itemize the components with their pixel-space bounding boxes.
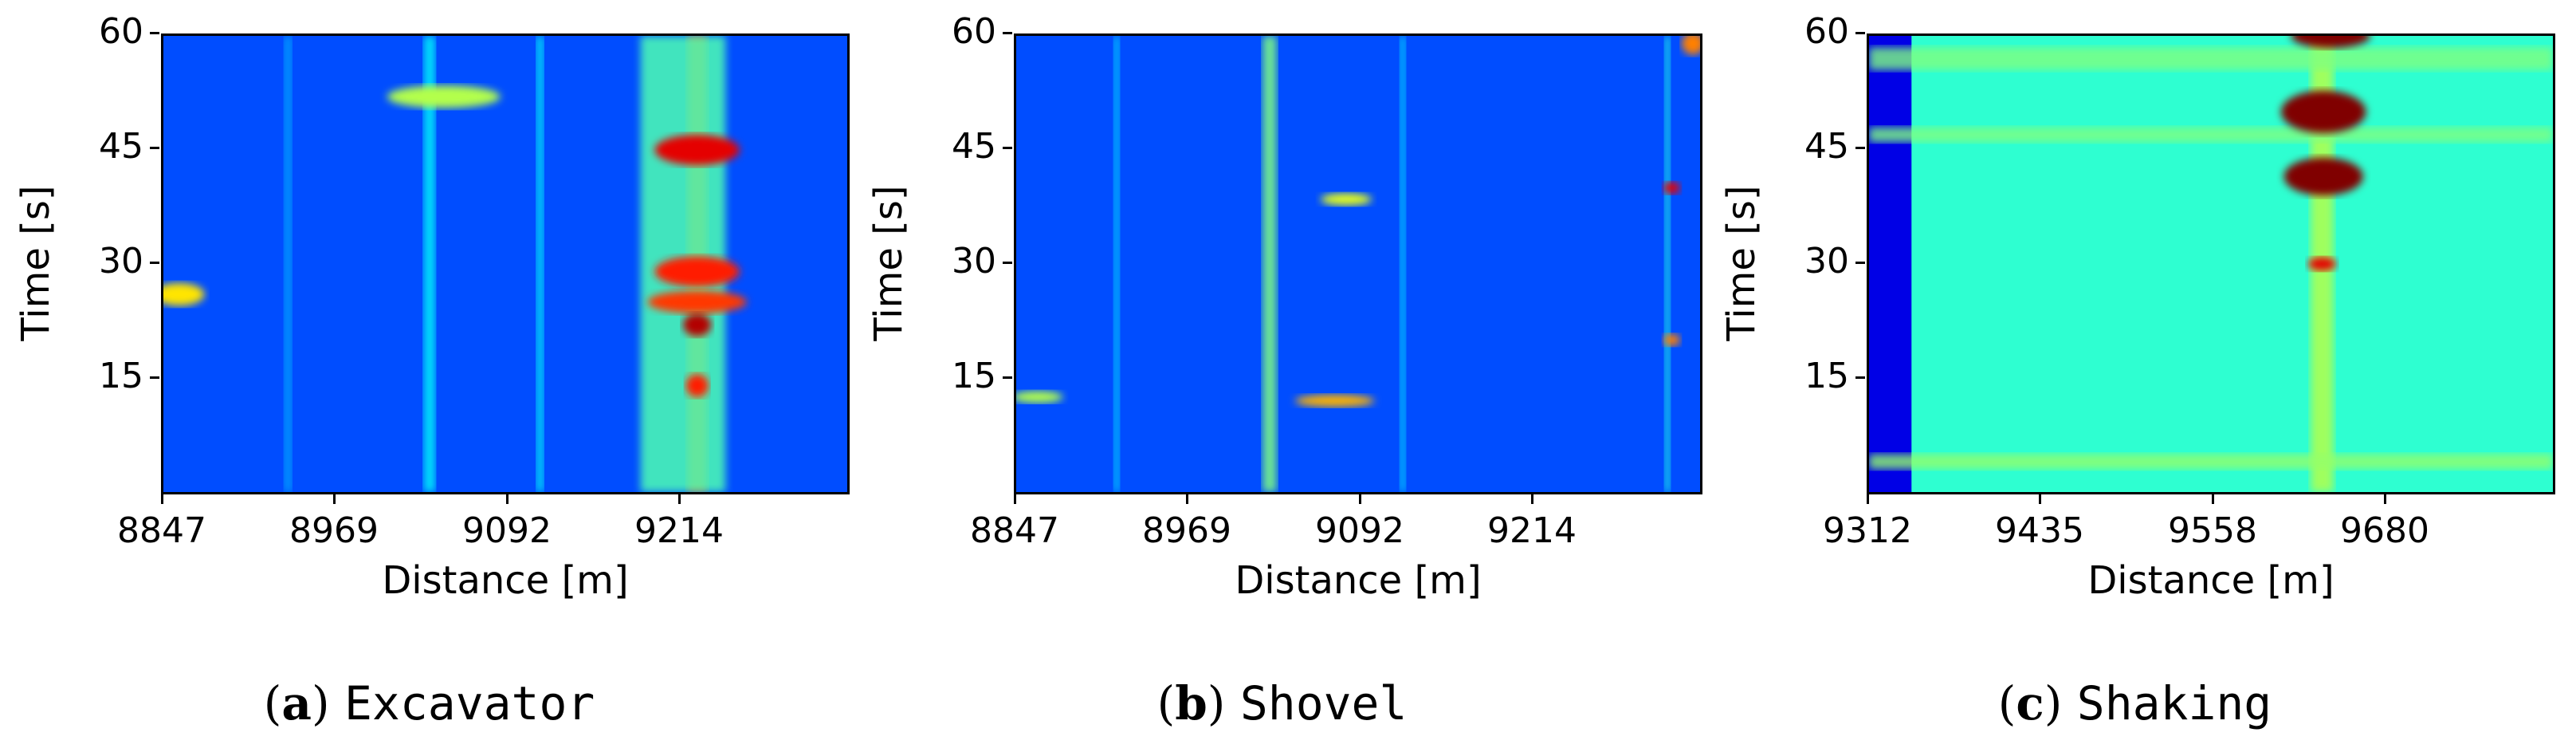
x-tick-label: 8847 — [74, 494, 249, 551]
heatmap-hotspot — [2280, 90, 2366, 134]
y-tick-label: 30 — [901, 241, 1012, 282]
heatmap-plot-area — [161, 33, 850, 494]
heatmap-hotspot — [1663, 182, 1681, 195]
heatmap-plot-area — [1867, 33, 2555, 494]
heatmap-hotspot — [1663, 333, 1681, 346]
y-tick-label: 60 — [1753, 11, 1865, 52]
y-tick-label: 30 — [48, 241, 159, 282]
y-tick-label: 45 — [48, 126, 159, 167]
x-tick-label: 8969 — [1099, 494, 1274, 551]
heatmap-hotspot — [647, 290, 747, 313]
heatmap-hotspot — [1681, 36, 1700, 55]
heatmap-background — [1869, 36, 2553, 492]
y-tick-label: 30 — [1753, 241, 1865, 282]
panel-caption: (b) Shovel — [1156, 676, 1408, 730]
y-tick-label: 15 — [1753, 356, 1865, 396]
heatmap-horizontal-band — [1869, 47, 2553, 70]
caption-name: Excavator — [344, 676, 595, 730]
heatmap-hotspot — [1320, 193, 1372, 206]
x-axis-label: Distance [m] — [1235, 558, 1482, 603]
heatmap-hotspot — [387, 85, 501, 108]
heatmap-vertical-streak — [1262, 36, 1277, 492]
caption-letter: a — [281, 676, 312, 730]
panel-caption: (c) Shaking — [1997, 676, 2272, 730]
heatmap-hotspot — [685, 374, 709, 397]
heatmap-hotspot — [2307, 257, 2337, 271]
heatmap-hotspot — [2291, 36, 2370, 49]
caption-letter: b — [1175, 676, 1208, 730]
x-tick-label: 9312 — [1780, 494, 1955, 551]
heatmap-vertical-streak — [1400, 36, 1406, 492]
caption-name: Shovel — [1239, 676, 1408, 730]
panel-caption: (a) Excavator — [263, 676, 595, 730]
x-tick-label: 9092 — [1272, 494, 1447, 551]
x-tick-label: 9214 — [1444, 494, 1620, 551]
y-tick-label: 45 — [1753, 126, 1865, 167]
panel-b: Time [s] 60 45 30 15 8847 8969 9092 9214… — [853, 0, 1711, 756]
heatmap-horizontal-band — [1869, 454, 2553, 470]
heatmap-hotspot — [654, 134, 740, 166]
x-axis-label: Distance [m] — [382, 558, 629, 603]
caption-name: Shaking — [2076, 676, 2272, 730]
heatmap-vertical-band — [1869, 36, 1912, 492]
heatmap-background — [1016, 36, 1700, 492]
x-tick-label: 9435 — [1952, 494, 2127, 551]
y-tick-label: 60 — [901, 11, 1012, 52]
heatmap-vertical-streak — [284, 36, 292, 492]
heatmap-vertical-streak — [536, 36, 544, 492]
x-tick-label: 8969 — [246, 494, 422, 551]
x-tick-label: 8847 — [927, 494, 1102, 551]
heatmap-horizontal-band — [1869, 127, 2553, 143]
heatmap-hotspot — [1294, 394, 1375, 408]
x-tick-label: 9092 — [419, 494, 595, 551]
heatmap-hotspot — [1016, 391, 1063, 404]
heatmap-plot-area — [1014, 33, 1702, 494]
heatmap-hotspot — [2283, 157, 2363, 196]
y-tick-label: 15 — [901, 356, 1012, 396]
heatmap-svg — [1869, 36, 2553, 492]
heatmap-vertical-streak — [1113, 36, 1120, 492]
y-tick-label: 15 — [48, 356, 159, 396]
heatmap-hotspot — [682, 313, 712, 337]
heatmap-vertical-streak — [1664, 36, 1671, 492]
panel-a: Time [s] 60 45 30 15 8847 8969 9092 9214… — [0, 0, 858, 756]
y-tick-label: 60 — [48, 11, 159, 52]
x-axis-label: Distance [m] — [2087, 558, 2334, 603]
x-tick-label: 9680 — [2297, 494, 2472, 551]
caption-letter: c — [2016, 676, 2044, 730]
x-tick-label: 9214 — [591, 494, 767, 551]
heatmap-hotspot — [163, 282, 205, 306]
heatmap-hotspot — [654, 256, 740, 287]
panel-c: Time [s] 60 45 30 15 9312 9435 9558 9680… — [1706, 0, 2564, 756]
heatmap-vertical-streak — [423, 36, 436, 492]
heatmap-svg — [1016, 36, 1700, 492]
y-tick-label: 45 — [901, 126, 1012, 167]
heatmap-svg — [163, 36, 847, 492]
x-tick-label: 9558 — [2125, 494, 2300, 551]
heatmap-background — [163, 36, 847, 492]
